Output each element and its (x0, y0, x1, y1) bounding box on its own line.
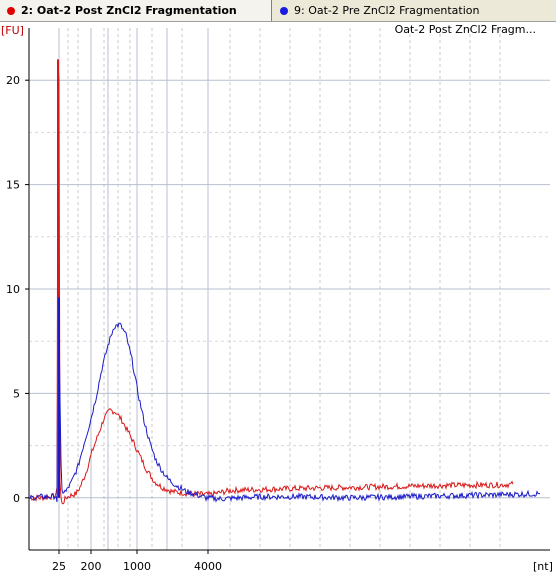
series-line-post (29, 61, 514, 505)
chart-title: Oat-2 Post ZnCl2 Fragm... (395, 23, 536, 36)
y-tick-label: 0 (13, 492, 20, 505)
x-tick-label: 25 (52, 560, 66, 573)
series-line-pre (29, 295, 540, 503)
tab-label: 9: Oat-2 Pre ZnCl2 Fragmentation (294, 4, 480, 17)
electropherogram-chart: 0 5 10 15 20 25 200 1000 4000 [FU] [nt] Oat-2 Po… (0, 22, 556, 586)
tab-sample-9[interactable]: 9: Oat-2 Pre ZnCl2 Fragmentation (273, 0, 556, 21)
blue-dot-icon (280, 6, 288, 15)
x-tick-label: 1000 (123, 560, 151, 573)
chart-background (0, 22, 556, 586)
tab-label: 2: Oat-2 Post ZnCl2 Fragmentation (21, 4, 237, 17)
y-axis-label: [FU] (1, 24, 24, 37)
x-tick-label: 200 (81, 560, 102, 573)
y-tick-label: 20 (6, 74, 20, 87)
tab-sample-2[interactable]: 2: Oat-2 Post ZnCl2 Fragmentation (0, 0, 272, 21)
x-axis-label: [nt] (533, 560, 553, 573)
red-dot-icon (7, 6, 15, 15)
x-tick-label: 4000 (194, 560, 222, 573)
y-tick-label: 15 (6, 179, 20, 192)
y-tick-label: 10 (6, 283, 20, 296)
y-tick-label: 5 (13, 387, 20, 400)
series-group (29, 59, 540, 505)
axes: 0 5 10 15 20 25 200 1000 4000 (6, 28, 550, 573)
tab-bar: 2: Oat-2 Post ZnCl2 Fragmentation 9: Oat… (0, 0, 556, 22)
